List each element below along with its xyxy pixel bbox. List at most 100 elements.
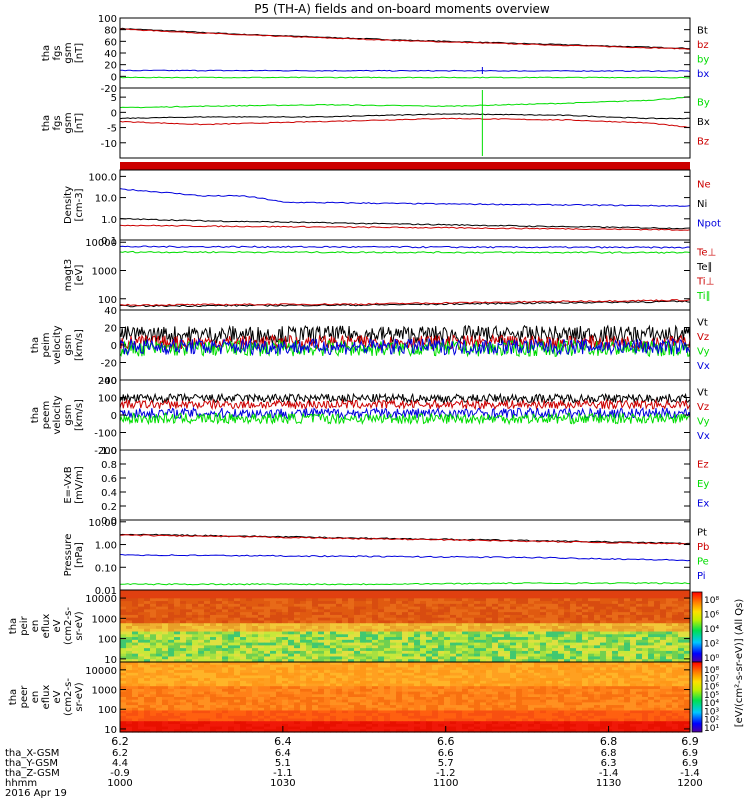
y-tick-label: 1000	[92, 686, 117, 697]
y-axis-label: tha	[8, 689, 19, 705]
y-tick-label: 100.0	[88, 172, 117, 183]
y-axis-label: (cm2-s-	[63, 607, 74, 645]
series-Vz	[120, 400, 690, 409]
y-axis-label: peir	[19, 615, 30, 635]
y-axis-label: eV	[52, 690, 63, 703]
y-tick-label: 1.00	[95, 541, 117, 552]
legend-Ne: Ne	[697, 180, 711, 191]
legend-Vx: Vx	[697, 431, 710, 442]
y-tick-label: -10	[101, 139, 117, 150]
colorbar-label: [eV/(cm²-s-sr-eV)] (All Qs)	[734, 599, 745, 728]
colorbar-tick-label: 10⁶	[704, 611, 719, 621]
legend-Vy: Vy	[697, 416, 710, 427]
legend-Pb: Pb	[697, 542, 709, 553]
y-axis-label: peim	[41, 332, 52, 357]
series-Pb	[120, 535, 690, 545]
y-tick-label: 10000	[85, 594, 117, 605]
y-axis-label: [km/s]	[74, 399, 85, 431]
colorbar-tick-label: 10⁸	[704, 596, 719, 606]
legend-by: by	[697, 54, 709, 65]
y-axis-label: velocity	[52, 395, 63, 434]
y-axis-label: (cm2-s-	[63, 678, 74, 716]
y-tick-label: 0.10	[95, 563, 117, 574]
y-axis-label: velocity	[52, 325, 63, 364]
y-tick-label: 1000	[92, 614, 117, 625]
y-axis-label: en	[30, 620, 41, 633]
y-tick-label: 80	[104, 26, 117, 37]
legend-Ex: Ex	[697, 498, 709, 509]
y-tick-label: 0	[111, 341, 117, 352]
y-tick-label: 10	[104, 655, 117, 666]
y-tick-label: 0.8	[101, 460, 117, 471]
y-axis-label: eV	[52, 619, 63, 632]
legend-Ni: Ni	[697, 199, 707, 210]
y-axis-label: [eV]	[74, 265, 85, 286]
colorbar-tick-label: 10⁰	[704, 654, 719, 664]
y-tick-label: 5	[111, 93, 117, 104]
x-row-value: 1000	[107, 778, 132, 789]
y-axis-label: [cm-3]	[74, 188, 85, 221]
legend-Ey: Ey	[697, 479, 709, 490]
y-axis-label: tha	[30, 407, 41, 423]
y-tick-label: 40	[104, 49, 117, 60]
x-row-value: 1200	[677, 778, 702, 789]
y-tick-label: -20	[101, 359, 117, 370]
legend-bx: bx	[697, 69, 709, 80]
series-Ti	[120, 246, 690, 248]
colorbar-scale	[692, 662, 702, 732]
legend-Bt: Bt	[697, 25, 708, 36]
legend-Pt: Pt	[697, 527, 707, 538]
y-axis-label: gsm	[63, 334, 74, 355]
y-axis-label: fgs	[52, 115, 63, 130]
y-axis-label: tha	[41, 45, 52, 61]
legend-Ez: Ez	[697, 460, 709, 471]
y-tick-label: 0	[111, 411, 117, 422]
y-tick-label: 200	[98, 376, 117, 387]
y-axis-label: peem	[41, 401, 52, 429]
y-tick-label: 40	[104, 306, 117, 317]
y-axis-label: tha	[8, 618, 19, 634]
y-tick-label: 100	[98, 14, 117, 25]
x-tick-label: 6.8	[600, 735, 618, 748]
legend-Te∥: Te∥	[696, 262, 713, 273]
colorbar-tick-label: 10¹	[704, 724, 719, 734]
legend-Te⊥: Te⊥	[696, 247, 716, 258]
colorbar-tick-label: 10²	[704, 640, 719, 650]
x-row-value: 1030	[270, 778, 295, 789]
legend-Vy: Vy	[697, 346, 710, 357]
legend-Npot: Npot	[697, 218, 721, 229]
series-Vx	[120, 408, 690, 419]
y-axis-label: Density	[63, 186, 74, 224]
date-label: 2016 Apr 19	[5, 788, 67, 799]
y-axis-label: magt3	[63, 259, 74, 292]
panel-frame	[120, 240, 690, 310]
y-axis-label: gsm	[63, 112, 74, 133]
legend-Vz: Vz	[697, 402, 709, 413]
y-axis-label: gsm	[63, 404, 74, 425]
series-Bt	[120, 28, 690, 48]
legend-By: By	[697, 98, 710, 109]
x-tick-label: 6.2	[111, 735, 129, 748]
y-tick-label: 20	[104, 61, 117, 72]
legend-Vt: Vt	[697, 387, 708, 398]
y-tick-label: 0.4	[101, 488, 117, 499]
legend-Pe: Pe	[697, 556, 709, 567]
y-tick-label: 100	[98, 394, 117, 405]
y-axis-label: sr-eV)	[74, 611, 85, 640]
y-axis-label: tha	[30, 337, 41, 353]
y-axis-label: Pressure	[63, 534, 74, 577]
panel-frame	[120, 88, 690, 158]
y-tick-label: 0	[111, 108, 117, 119]
series-Ti∥	[120, 251, 690, 253]
series-Pe	[120, 583, 690, 585]
y-tick-label: 60	[104, 37, 117, 48]
y-axis-label: eflux	[41, 614, 52, 639]
series-By	[120, 97, 690, 108]
